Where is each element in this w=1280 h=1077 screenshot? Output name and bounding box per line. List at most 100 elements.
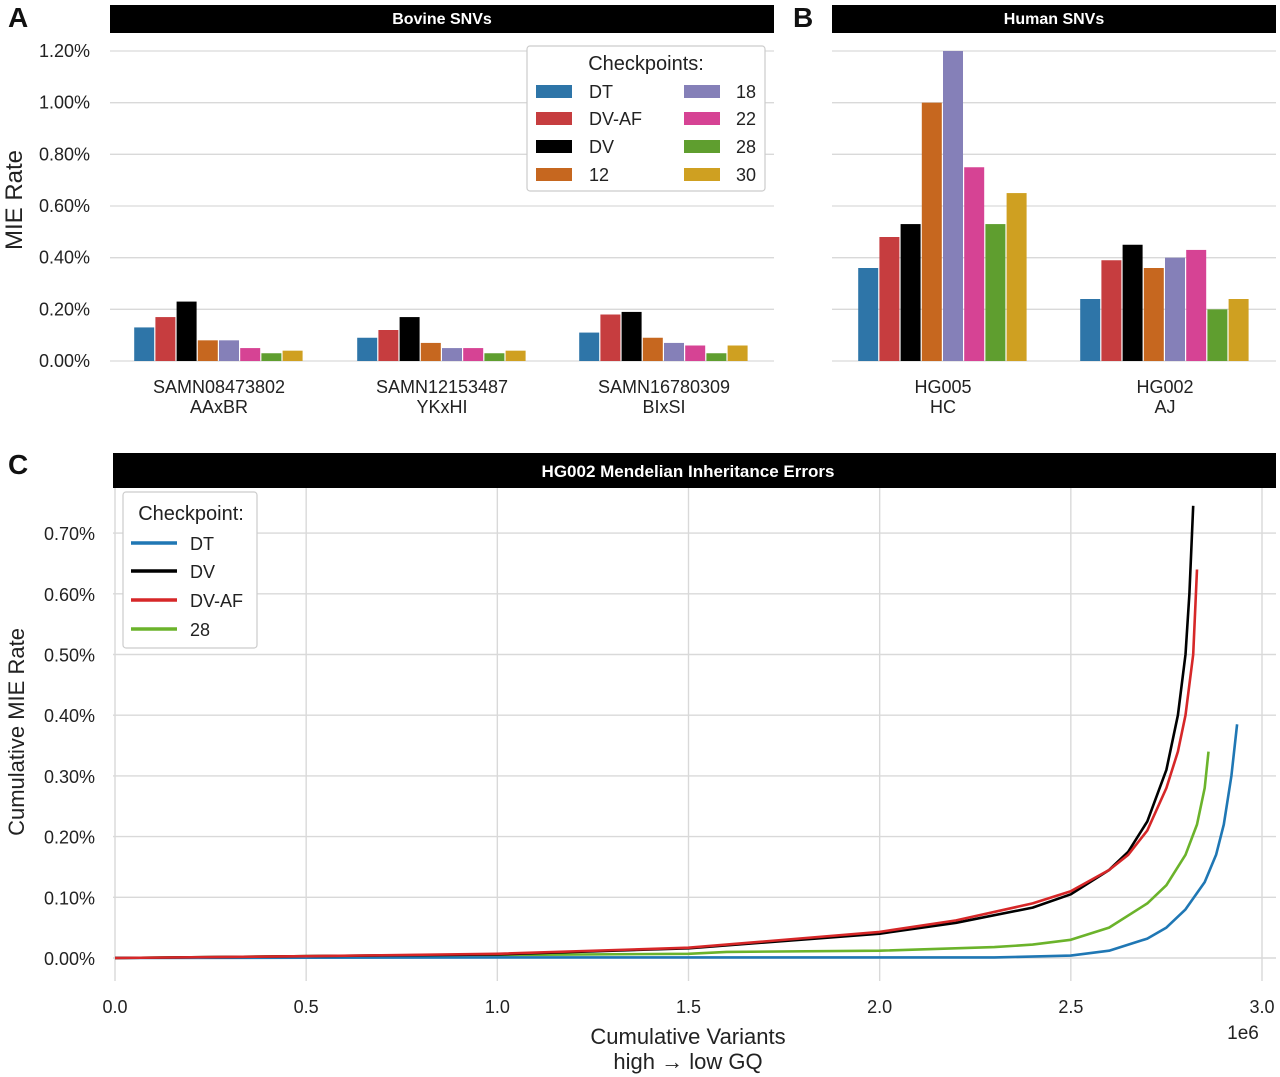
bovine-x-tick-label: SAMN08473802: [153, 377, 285, 397]
human-bar-12: [921, 102, 942, 362]
line-DV-AF: [114, 569, 1199, 960]
human-bar-DT: [1080, 299, 1101, 361]
bovine-bar-DV-AF: [155, 317, 176, 361]
bovine-bar-30: [505, 350, 526, 361]
bovine-y-tick-label: 0.40%: [39, 248, 90, 268]
line-legend-label-DT: DT: [190, 534, 214, 554]
legend-swatch-28: [684, 140, 720, 153]
bovine-y-tick-label: 0.60%: [39, 196, 90, 216]
human-bar-DV: [900, 224, 921, 361]
human-bar-30: [1006, 193, 1027, 361]
bovine-x-tick-sublabel: YKxHI: [416, 397, 467, 417]
panel-c-x-ticks: 0.0 0.5 1.0 1.5 2.0 2.5 3.0: [102, 997, 1274, 1017]
c-y-tick-label: 0.00%: [44, 949, 95, 969]
bovine-bar-12: [197, 340, 218, 361]
bovine-bar-22: [685, 345, 706, 361]
c-y-tick-label: 0.30%: [44, 767, 95, 787]
line-legend-frame: [122, 491, 258, 649]
legend-swatch-22: [684, 112, 720, 125]
c-x-tick-label: 0.5: [294, 997, 319, 1017]
bovine-bar-30: [282, 350, 303, 361]
panel-c-hg002-mie: C HG002 Mendelian Inheritance Errors 0.0…: [4, 449, 1276, 1074]
panel-a-bars: [134, 301, 748, 361]
strip-hg002: [113, 453, 1276, 488]
bovine-bar-DV: [621, 311, 642, 361]
legend-label-28: 28: [736, 137, 756, 157]
bovine-bar-28: [706, 353, 727, 361]
bovine-bar-12: [642, 337, 663, 361]
bar-legend-frame: [526, 45, 766, 192]
human-bar-28: [985, 224, 1006, 361]
c-y-tick-label: 0.70%: [44, 524, 95, 544]
bovine-bar-DV-AF: [600, 314, 621, 361]
bovine-bar-12: [420, 342, 441, 361]
bovine-y-tick-label: 0.00%: [39, 351, 90, 371]
bovine-bar-DV: [399, 317, 420, 361]
strip-title-bovine: Bovine SNVs: [392, 11, 492, 28]
bovine-bar-DT: [134, 327, 155, 361]
legend-swatch-DT: [536, 85, 572, 98]
legend-label-30: 30: [736, 165, 756, 185]
bovine-bar-DV: [176, 301, 197, 361]
bovine-bar-22: [463, 348, 484, 361]
human-x-tick-label: HG005: [914, 377, 971, 397]
panel-b-bars: [858, 51, 1249, 362]
bovine-y-tick-label: 1.00%: [39, 93, 90, 113]
panel-c-grid: [113, 488, 1276, 981]
panel-a-y-ticks: 0.00% 0.20% 0.40% 0.60% 0.80% 1.00% 1.20%: [39, 41, 90, 371]
legend-label-DV-AF: DV-AF: [589, 109, 642, 129]
panel-c-lines: [114, 505, 1239, 960]
legend-label-18: 18: [736, 82, 756, 102]
line-DT: [114, 724, 1239, 960]
x-axis-multiplier: 1e6: [1227, 1023, 1259, 1044]
c-y-tick-label: 0.10%: [44, 888, 95, 908]
bar-legend-title: Checkpoints:: [588, 53, 704, 75]
legend-label-DV: DV: [589, 137, 614, 157]
x-axis-title-line2: high → low GQ: [613, 1049, 762, 1074]
line-legend-label-DV-AF: DV-AF: [190, 591, 243, 611]
human-bar-DV-AF: [1101, 260, 1122, 361]
bovine-x-tick-label: SAMN12153487: [376, 377, 508, 397]
bar-legend: Checkpoints: DT DV-AF DV 12 18 22 28 30: [526, 45, 766, 192]
c-x-tick-label: 1.0: [485, 997, 510, 1017]
x-axis-title-line1: Cumulative Variants: [590, 1024, 785, 1049]
panel-letter-c: C: [8, 449, 28, 480]
bovine-bar-18: [442, 348, 462, 361]
human-bar-22: [964, 167, 985, 361]
human-bar-22: [1186, 249, 1207, 361]
legend-label-22: 22: [736, 109, 756, 129]
bovine-bar-DT: [579, 332, 600, 361]
panel-c-y-ticks: 0.00% 0.10% 0.20% 0.30% 0.40% 0.50% 0.60% 0.70%: [44, 524, 95, 969]
c-y-tick-label: 0.40%: [44, 706, 95, 726]
bovine-bar-DV-AF: [378, 330, 399, 361]
line-legend-title: Checkpoint:: [138, 503, 244, 525]
bovine-bar-DT: [357, 337, 378, 361]
legend-swatch-DV: [536, 140, 572, 153]
bovine-y-tick-label: 0.20%: [39, 299, 90, 319]
y-axis-title-mie-rate: MIE Rate: [1, 150, 28, 250]
strip-title-hg002: HG002 Mendelian Inheritance Errors: [542, 462, 835, 481]
human-bar-18: [1165, 257, 1185, 361]
c-x-tick-label: 2.5: [1058, 997, 1083, 1017]
c-x-tick-label: 3.0: [1249, 997, 1274, 1017]
bovine-bar-22: [240, 348, 261, 361]
human-x-tick-sublabel: AJ: [1154, 397, 1175, 417]
bovine-y-tick-label: 0.80%: [39, 144, 90, 164]
legend-swatch-18: [684, 85, 720, 98]
legend-swatch-30: [684, 168, 720, 181]
human-x-tick-label: HG002: [1136, 377, 1193, 397]
panel-a-bovine-snvs: A Bovine SNVs 0.00% 0.20% 0.40% 0.60% 0.80% 1…: [1, 2, 774, 417]
strip-human: [832, 5, 1276, 33]
bovine-bar-28: [261, 353, 282, 361]
panel-letter-a: A: [8, 2, 28, 33]
line-legend: Checkpoint: DT DV DV-AF 28: [122, 491, 258, 649]
bovine-x-tick-sublabel: AAxBR: [190, 397, 248, 417]
strip-bovine: [110, 5, 774, 33]
c-x-tick-label: 1.5: [676, 997, 701, 1017]
legend-label-12: 12: [589, 165, 609, 185]
bovine-x-tick-label: SAMN16780309: [598, 377, 730, 397]
line-28: [114, 751, 1210, 960]
